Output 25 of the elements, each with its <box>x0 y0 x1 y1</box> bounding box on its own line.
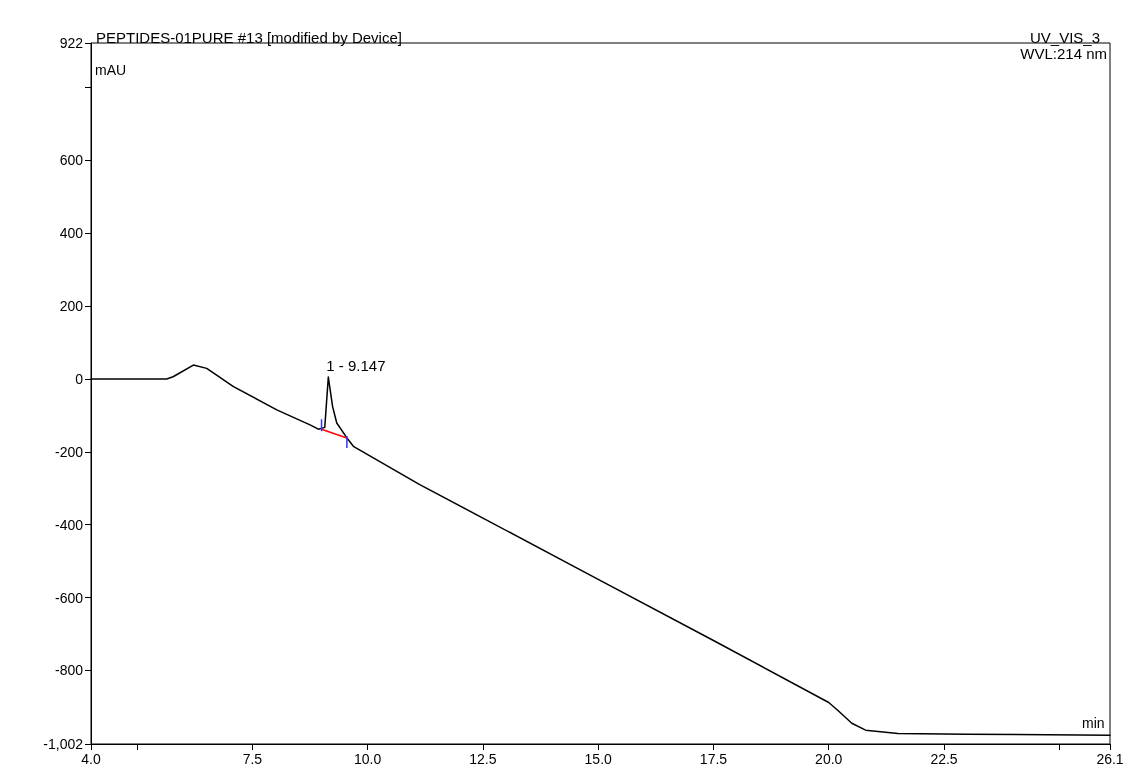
y-tick-label: 600 <box>59 152 84 169</box>
x-tick-label: 12.5 <box>469 751 497 767</box>
y-tick-label: -400 <box>54 516 84 533</box>
y-tick-label: -200 <box>54 443 84 460</box>
y-axis-title: mAU <box>95 62 127 78</box>
x-axis-title: min <box>1082 715 1105 731</box>
x-tick-label: 22.5 <box>930 751 958 767</box>
x-tick-label: 4.0 <box>81 751 101 767</box>
x-tick-label: 15.0 <box>584 751 613 767</box>
x-tick-label: 17.5 <box>699 751 728 767</box>
chart-title: PEPTIDES-01PURE #13 [modified by Device] <box>96 29 402 46</box>
annotation: 1 - 9.147 <box>326 357 386 375</box>
y-tick-label: -1,002 <box>43 736 84 752</box>
y-tick-label: 400 <box>59 225 84 242</box>
x-tick-label: 26.1 <box>1096 751 1124 767</box>
y-tick-label: -800 <box>54 662 84 679</box>
x-tick-label: 20.0 <box>815 751 843 767</box>
y-tick-label: 200 <box>59 298 84 315</box>
x-tick-label: 10.0 <box>354 751 382 767</box>
y-tick-label: 922 <box>59 35 84 51</box>
chart-subtitle: UV_VIS_3 <box>1029 29 1101 46</box>
y-tick-label: 0 <box>75 370 84 387</box>
x-tick-label: 7.5 <box>242 751 263 767</box>
annotation: WVL:214 nm <box>1020 45 1108 62</box>
y-tick-label: -600 <box>54 589 84 606</box>
